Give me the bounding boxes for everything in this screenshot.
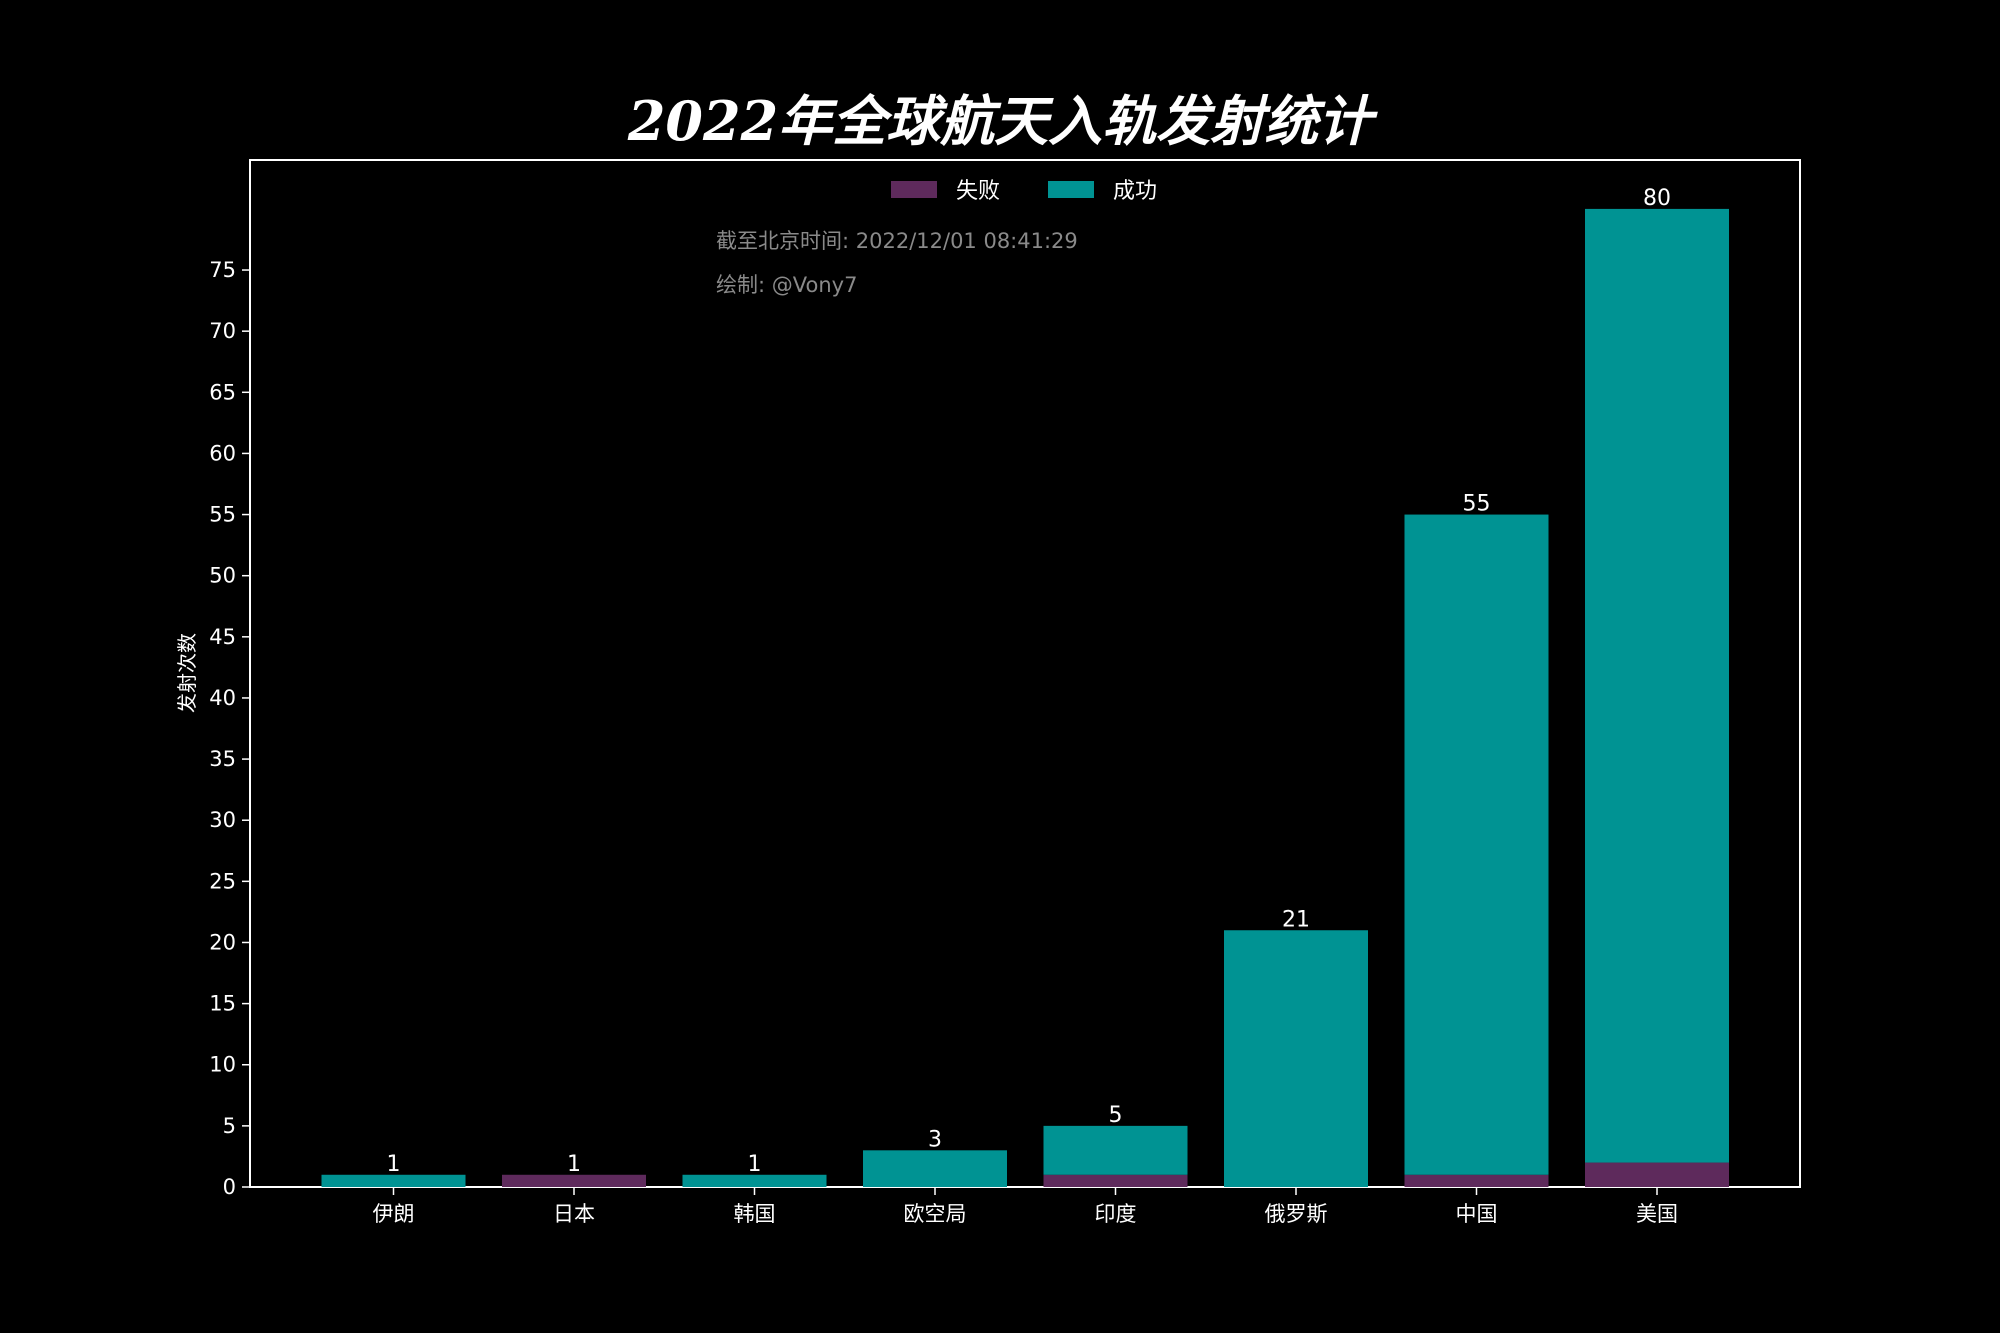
y-tick-label: 50: [209, 564, 236, 588]
bar-value-label: 1: [748, 1152, 762, 1177]
timestamp-note: 截至北京时间: 2022/12/01 08:41:29: [716, 229, 1078, 253]
bar-value-label: 1: [567, 1152, 581, 1177]
y-tick-label: 35: [209, 747, 236, 771]
legend-label-success: 成功: [1113, 179, 1157, 204]
author-note: 绘制: @Vony7: [716, 273, 857, 297]
bar-failure: [1043, 1174, 1188, 1187]
bar-success: [1585, 208, 1729, 1163]
y-tick-label: 55: [209, 503, 236, 527]
y-tick-label: 45: [209, 625, 236, 649]
y-axis: 0 5 10 15 20 25 30 35 40 45 50 55 60 65 70 75: [209, 258, 250, 1199]
legend-swatch-success: [1048, 181, 1094, 198]
bar-failure: [502, 1174, 646, 1187]
x-tick-label: 俄罗斯: [1265, 1202, 1328, 1226]
bar-success: [1043, 1125, 1188, 1175]
x-tick-label: 印度: [1095, 1202, 1137, 1226]
bars-layer: [321, 208, 1729, 1187]
bar-value-label: 3: [928, 1127, 942, 1152]
y-tick-label: 5: [223, 1114, 236, 1138]
value-labels: 1 1 1 3 5 21 55 80: [387, 186, 1672, 1177]
bar-success: [1404, 514, 1549, 1175]
bar-value-label: 55: [1463, 492, 1491, 517]
bar-success: [1224, 930, 1368, 1187]
bar-value-label: 21: [1282, 907, 1310, 932]
legend: 失败 成功: [891, 179, 1157, 204]
y-tick-label: 75: [209, 258, 236, 282]
legend-swatch-failure: [891, 181, 937, 198]
y-tick-label: 15: [209, 992, 236, 1016]
y-axis-label: 发射次数: [175, 633, 199, 713]
bar-success: [321, 1174, 466, 1187]
y-tick-label: 65: [209, 380, 236, 404]
chart-title: 2022年全球航天入轨发射统计: [627, 89, 1378, 153]
x-tick-label: 欧空局: [904, 1202, 967, 1226]
bar-value-label: 80: [1643, 186, 1671, 211]
y-tick-label: 30: [209, 808, 236, 832]
x-axis: 伊朗 日本 韩国 欧空局 印度 俄罗斯 中国 美国: [373, 1187, 1678, 1226]
y-tick-label: 25: [209, 869, 236, 893]
x-tick-label: 美国: [1636, 1202, 1678, 1226]
y-tick-label: 70: [209, 319, 236, 343]
y-tick-label: 40: [209, 686, 236, 710]
bar-value-label: 5: [1109, 1103, 1123, 1128]
bar-value-label: 1: [387, 1152, 401, 1177]
x-tick-label: 伊朗: [373, 1202, 415, 1226]
plot-frame: [249, 159, 1801, 1188]
y-tick-label: 10: [209, 1053, 236, 1077]
bar-success: [682, 1174, 827, 1187]
y-tick-label: 60: [209, 441, 236, 465]
legend-label-failure: 失败: [956, 179, 1000, 204]
x-tick-label: 中国: [1456, 1202, 1498, 1226]
y-tick-label: 0: [223, 1175, 236, 1199]
x-tick-label: 日本: [553, 1202, 595, 1226]
y-tick-label: 20: [209, 930, 236, 954]
x-tick-label: 韩国: [734, 1202, 776, 1226]
bar-failure: [1585, 1162, 1729, 1187]
bar-success: [863, 1150, 1007, 1187]
bar-failure: [1404, 1174, 1549, 1187]
